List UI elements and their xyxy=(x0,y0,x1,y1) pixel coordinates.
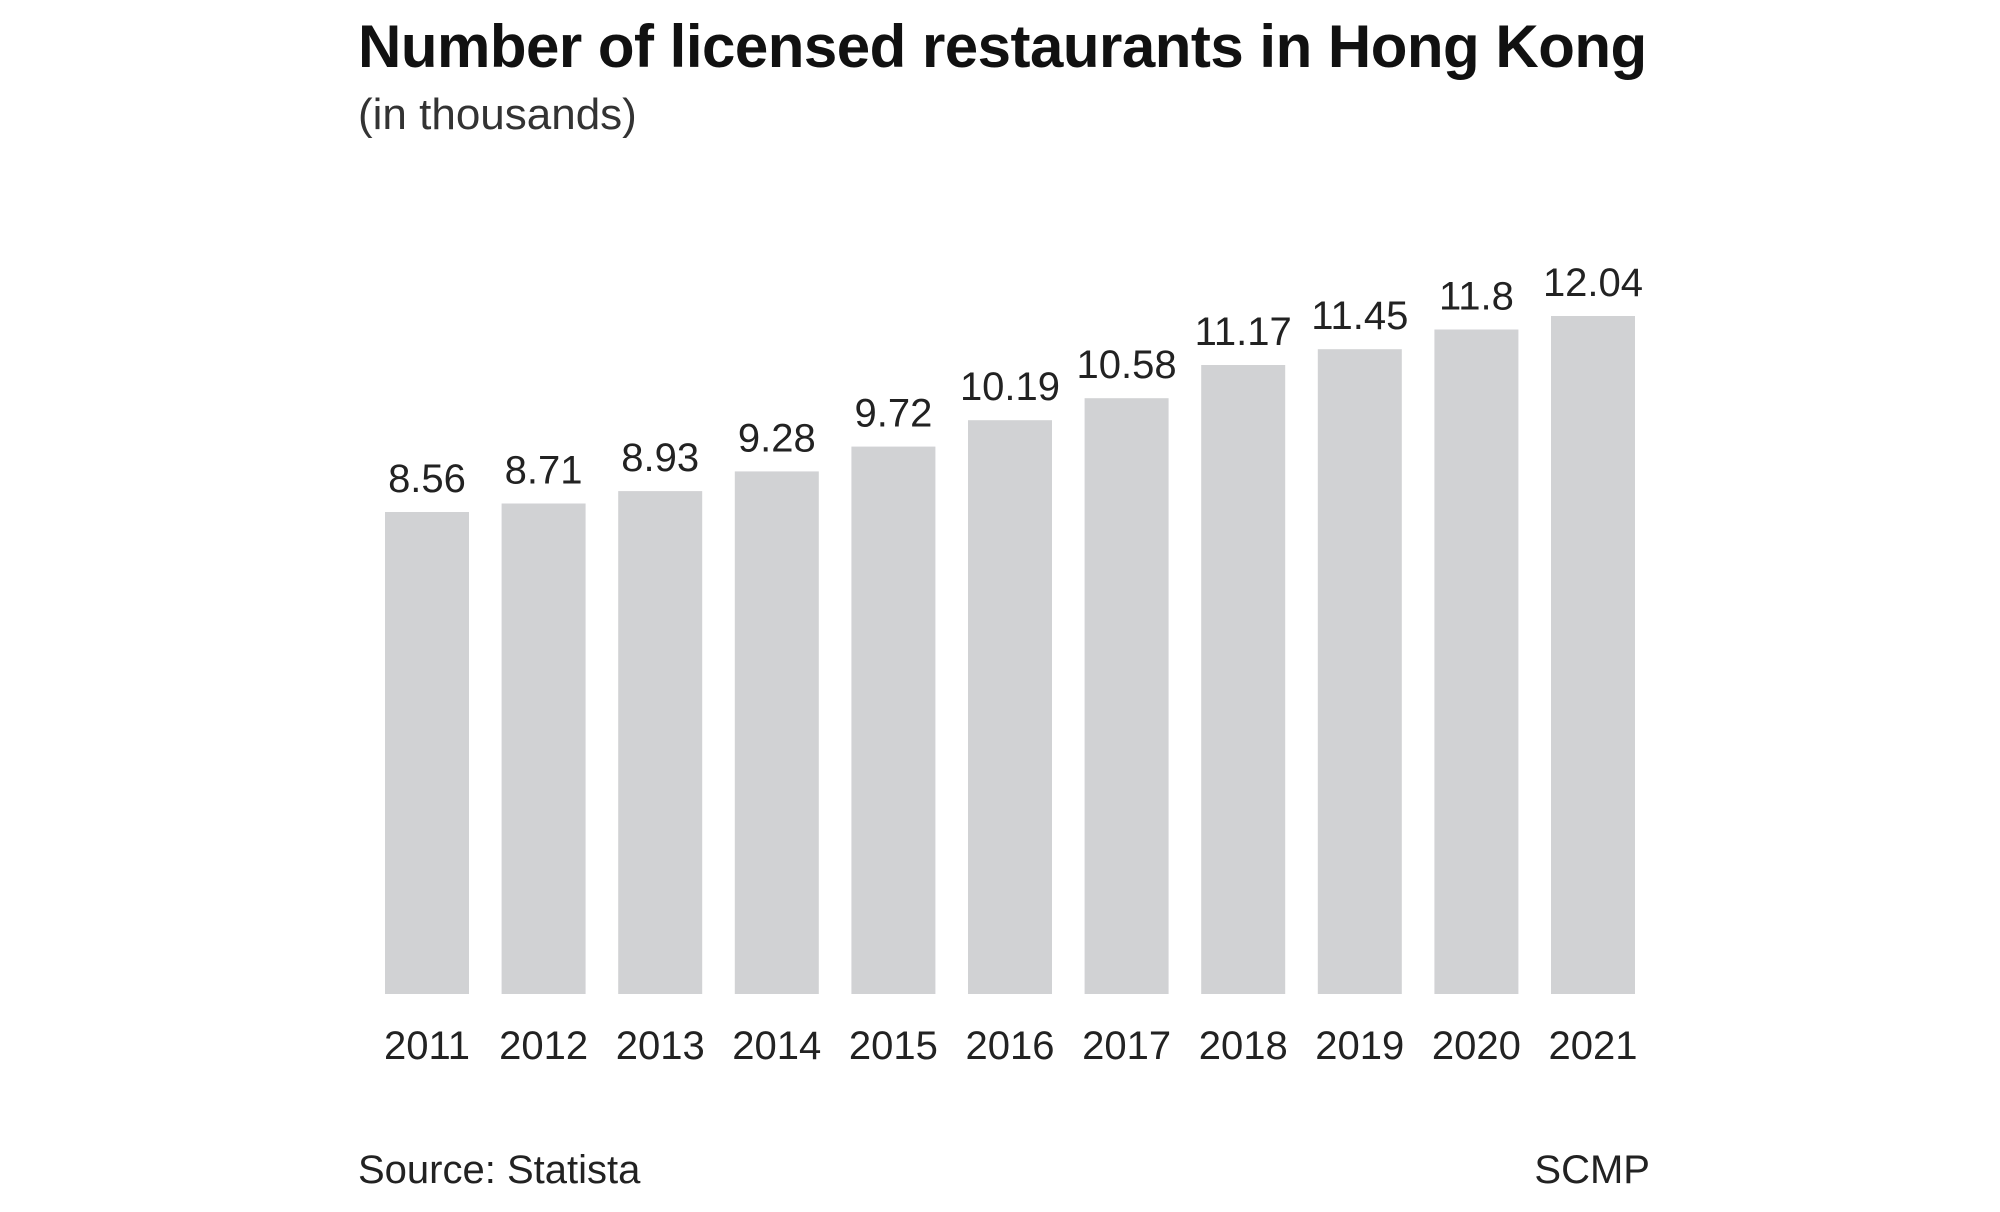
bar-2014 xyxy=(734,471,819,994)
value-label-2014: 9.28 xyxy=(738,416,816,460)
value-label-2020: 11.8 xyxy=(1439,275,1514,319)
bar-2016 xyxy=(968,420,1052,994)
value-label-2013: 8.93 xyxy=(621,436,699,480)
category-label-2019: 2019 xyxy=(1315,1024,1404,1068)
chart-subtitle: (in thousands) xyxy=(358,90,637,139)
bar-2012 xyxy=(501,503,586,994)
category-label-2016: 2016 xyxy=(966,1024,1055,1068)
bar-2019 xyxy=(1317,349,1402,994)
value-label-2015: 9.72 xyxy=(854,392,932,436)
value-label-2019: 11.45 xyxy=(1311,294,1408,338)
category-label-2012: 2012 xyxy=(499,1024,588,1068)
chart-title: Number of licensed restaurants in Hong K… xyxy=(358,13,1647,80)
bar-2021 xyxy=(1551,316,1635,994)
source-note: Source: Statista xyxy=(358,1148,641,1192)
bar-2013 xyxy=(618,491,703,994)
category-label-2011: 2011 xyxy=(384,1024,470,1068)
category-label-2013: 2013 xyxy=(616,1024,705,1068)
category-label-2017: 2017 xyxy=(1082,1024,1171,1068)
category-label-2015: 2015 xyxy=(849,1024,938,1068)
value-label-2012: 8.71 xyxy=(505,449,583,493)
bar-2015 xyxy=(851,446,936,995)
bar-2020 xyxy=(1434,329,1519,994)
value-label-2018: 11.17 xyxy=(1195,310,1292,354)
value-label-2011: 8.56 xyxy=(388,457,466,501)
category-label-2018: 2018 xyxy=(1199,1024,1288,1068)
category-label-2014: 2014 xyxy=(732,1024,821,1068)
bar-2011 xyxy=(385,512,469,994)
credit-note: SCMP xyxy=(1534,1148,1650,1192)
value-label-2016: 10.19 xyxy=(960,365,1060,409)
value-label-2017: 10.58 xyxy=(1077,343,1177,387)
bar-2018 xyxy=(1201,365,1286,994)
category-label-2020: 2020 xyxy=(1432,1024,1521,1068)
bar-2017 xyxy=(1084,398,1169,994)
category-label-2021: 2021 xyxy=(1549,1024,1638,1068)
value-label-2021: 12.04 xyxy=(1543,261,1643,305)
